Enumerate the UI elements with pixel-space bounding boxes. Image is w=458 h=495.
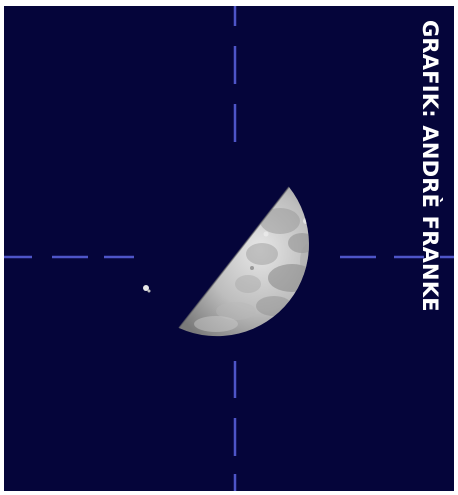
moon-scene	[4, 6, 454, 491]
lunar-maria	[194, 208, 309, 332]
star-icon	[143, 285, 151, 293]
credit-text: GRAFIK: ANDRÈ FRANKE	[418, 20, 442, 312]
half-moon	[178, 186, 309, 337]
night-sky	[4, 6, 454, 491]
